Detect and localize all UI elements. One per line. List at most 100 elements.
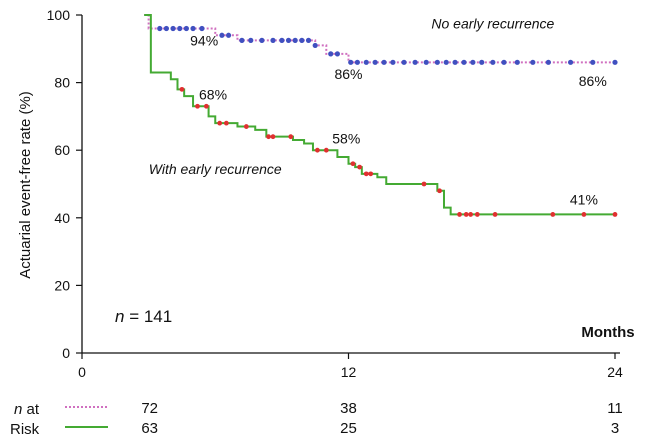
censor-marker [288, 134, 294, 140]
censor-marker [219, 32, 225, 38]
y-axis-title: Actuarial event-free rate (%) [17, 91, 34, 279]
censor-marker [423, 59, 429, 65]
percentage-annotation: 94% [190, 32, 218, 48]
at-risk-table: n at Risk 72 63 38 25 11 3 [10, 400, 623, 438]
censor-marker [354, 59, 360, 65]
censor-marker [270, 134, 276, 140]
x-ticks: 0 12 24 [78, 353, 623, 380]
x-tick-label: 24 [607, 364, 623, 380]
censor-marker [590, 59, 596, 65]
at-risk-label-top-rest: at [22, 401, 40, 418]
x-tick-label: 12 [341, 364, 357, 380]
censor-marker [437, 188, 442, 194]
censor-marker [179, 86, 185, 92]
censor-marker [490, 59, 496, 65]
at-risk-n: n [14, 401, 22, 418]
censor-marker [177, 25, 183, 32]
censor-marker [421, 181, 427, 187]
censor-marker [514, 59, 520, 65]
censor-marker [372, 59, 378, 65]
at-risk-with-early-value: 3 [611, 420, 619, 437]
censor-marker [550, 212, 556, 217]
censor-marker [363, 59, 369, 65]
censor-marker [530, 59, 536, 65]
percentage-annotation: 86% [579, 73, 607, 89]
censor-marker [434, 59, 440, 65]
at-risk-no-early-value: 72 [141, 400, 158, 417]
y-tick-label: 20 [54, 277, 70, 293]
censor-marker [239, 37, 245, 43]
censor-marker [470, 59, 476, 65]
censor-marker [305, 37, 312, 43]
censor-marker [474, 212, 480, 217]
y-tick-label: 40 [54, 210, 70, 226]
x-axis-title: Months [581, 324, 634, 341]
series-line-with-early-recurrence [144, 14, 615, 216]
censor-marker [368, 171, 374, 177]
censor-marker [270, 37, 276, 43]
censor-marker [412, 59, 418, 65]
censor-marker [292, 37, 298, 43]
censor-marker [492, 212, 498, 217]
percentage-annotation: 41% [570, 191, 598, 207]
y-tick-label: 80 [54, 75, 70, 91]
censor-marker [567, 59, 574, 65]
percentage-annotation: 68% [199, 87, 227, 103]
censor-marker [468, 212, 474, 217]
censor-marker [479, 59, 485, 65]
censor-marker [452, 59, 458, 65]
series-annotation-label: No early recurrence [431, 16, 554, 32]
censor-marker [323, 147, 329, 153]
censor-marker [266, 134, 271, 140]
marker-layer [157, 25, 618, 217]
censor-marker [457, 212, 462, 217]
censor-marker [315, 147, 320, 153]
at-risk-with-early-value: 63 [141, 420, 158, 437]
y-ticks: 0 20 40 60 80 100 [47, 7, 82, 361]
n-total-label: n = 141 [115, 307, 172, 326]
y-tick-label: 60 [54, 142, 70, 158]
censor-marker [312, 42, 318, 49]
censor-marker [461, 59, 467, 65]
censor-marker [299, 37, 305, 43]
censor-marker [463, 212, 469, 217]
censor-marker [381, 59, 387, 65]
censor-marker [225, 32, 232, 38]
at-risk-label-bottom: Risk [10, 421, 40, 438]
at-risk-no-early-value: 11 [607, 400, 623, 417]
at-risk-values: 72 63 38 25 11 3 [141, 400, 622, 437]
at-risk-no-early-value: 38 [340, 400, 357, 417]
censor-marker [170, 25, 176, 32]
censor-marker [199, 25, 205, 32]
n-total-value: 141 [144, 307, 172, 326]
censor-marker [443, 59, 449, 65]
censor-marker [612, 212, 618, 217]
censor-marker [545, 59, 551, 65]
censor-marker [195, 103, 200, 109]
censor-marker [581, 212, 587, 217]
annotation-layer: 94% No early recurrence 86% 86% 68% 58% With e… [149, 16, 607, 208]
censor-marker [203, 103, 209, 109]
censor-marker [248, 37, 254, 43]
at-risk-label-top: n at [14, 401, 40, 418]
percentage-annotation: 86% [334, 66, 362, 82]
censor-marker [501, 59, 507, 65]
censor-marker [157, 25, 163, 32]
censor-marker [363, 171, 369, 177]
censor-marker [612, 59, 618, 65]
censor-marker [328, 51, 334, 57]
axes [81, 15, 620, 354]
censor-marker [217, 120, 223, 126]
censor-marker [190, 25, 196, 32]
censor-marker [357, 164, 363, 170]
censor-marker [259, 37, 265, 43]
y-tick-label: 100 [47, 7, 71, 23]
censor-marker [223, 120, 229, 126]
percentage-annotation: 58% [332, 130, 360, 146]
at-risk-with-early-value: 25 [340, 420, 357, 437]
censor-marker [183, 25, 189, 32]
censor-marker [163, 25, 169, 32]
censor-marker [285, 37, 292, 43]
censor-marker [401, 59, 407, 65]
